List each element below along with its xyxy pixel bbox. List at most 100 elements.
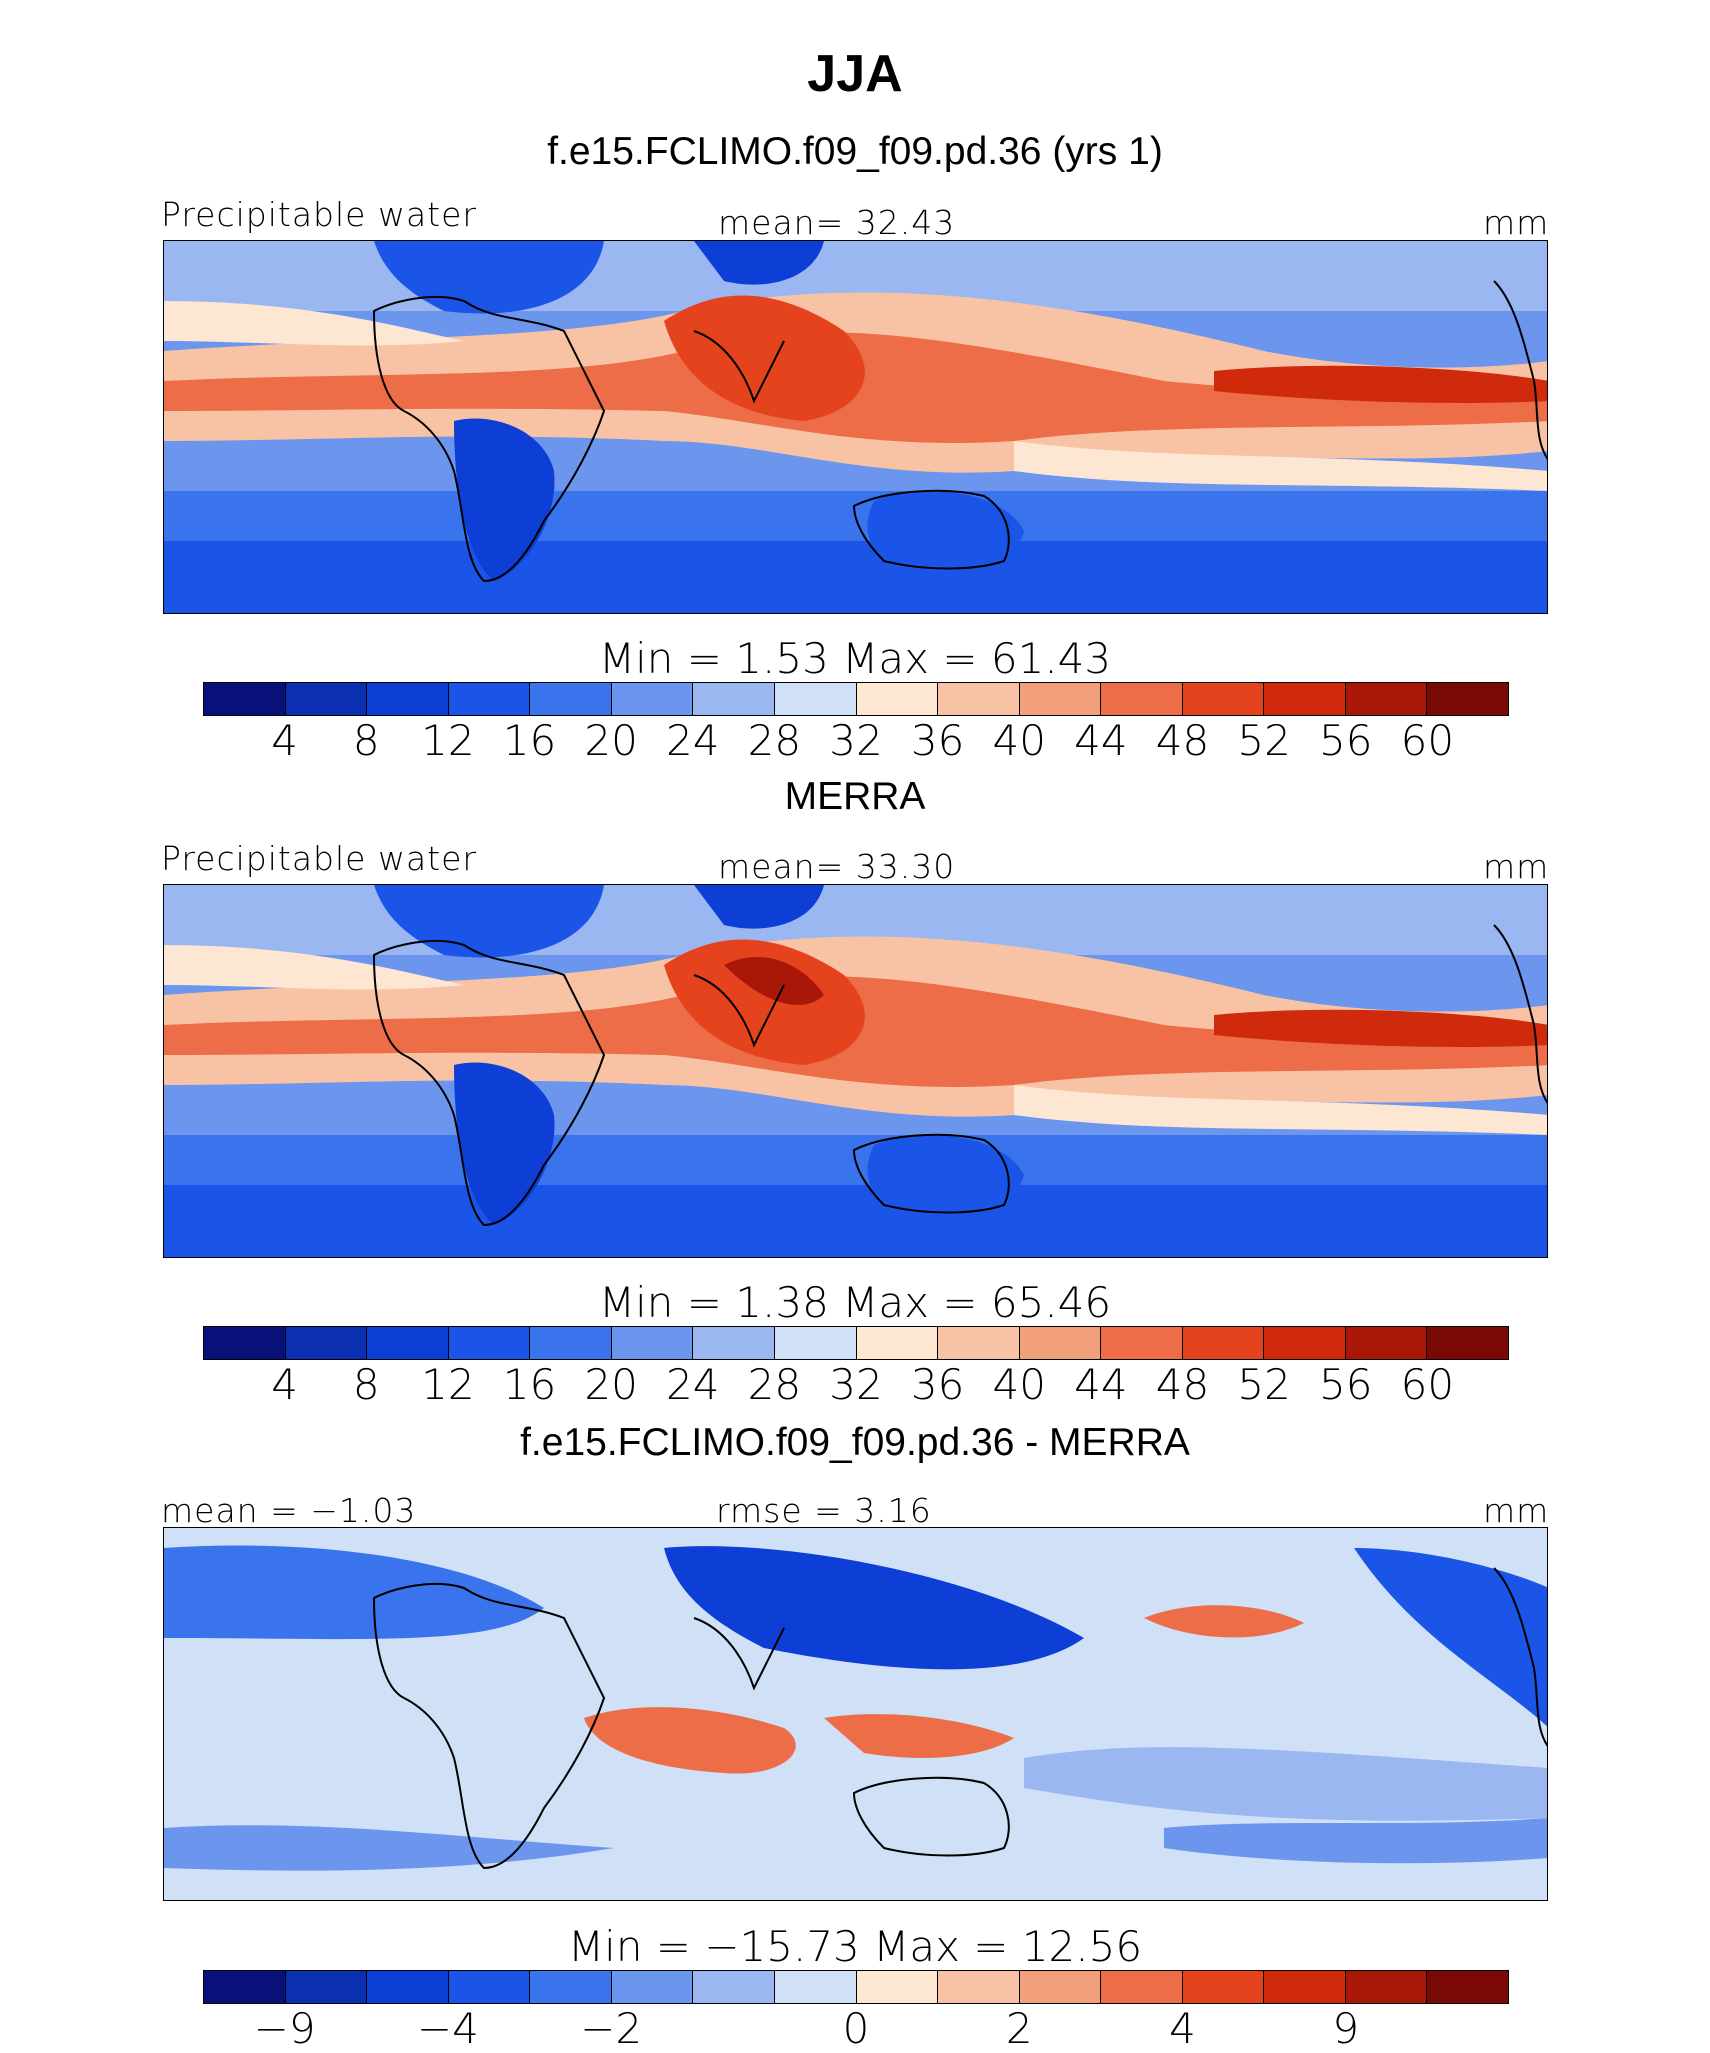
colorbar-box bbox=[856, 683, 939, 715]
colorbar-tick-label: 32 bbox=[829, 716, 883, 765]
colorbar-box bbox=[285, 683, 368, 715]
colorbar-tick-label: 8 bbox=[352, 1360, 380, 1409]
field-contour bbox=[664, 295, 865, 421]
coastline bbox=[1493, 280, 1547, 460]
field-contour bbox=[1214, 1009, 1547, 1047]
colorbar-tick-label: 12 bbox=[421, 1360, 475, 1409]
panel-3-map bbox=[163, 1527, 1548, 1901]
field-contour bbox=[164, 1545, 544, 1640]
field-contour bbox=[664, 1546, 1084, 1670]
field-contour bbox=[164, 301, 464, 346]
colorbar-box bbox=[530, 1971, 612, 2003]
colorbar-box bbox=[1427, 1971, 1508, 2003]
colorbar-box bbox=[448, 683, 531, 715]
coastline bbox=[1493, 1567, 1547, 1747]
field-contour bbox=[694, 885, 824, 929]
colorbar-box bbox=[611, 683, 694, 715]
colorbar-box bbox=[1345, 683, 1428, 715]
colorbar-tick-label: 60 bbox=[1400, 1360, 1455, 1409]
colorbar-box bbox=[1019, 1971, 1102, 2003]
colorbar-box bbox=[774, 1327, 857, 1359]
colorbar-tick-label: 48 bbox=[1155, 716, 1210, 765]
colorbar-box bbox=[367, 1971, 449, 2003]
colorbar-tick-label: 56 bbox=[1319, 1360, 1373, 1409]
colorbar-box bbox=[204, 1971, 286, 2003]
colorbar-tick-label: −9 bbox=[253, 2004, 316, 2053]
coastline bbox=[852, 1776, 1010, 1857]
colorbar-tick-label: 4 bbox=[271, 1360, 298, 1409]
coastline bbox=[372, 295, 606, 583]
coastline bbox=[1493, 924, 1547, 1104]
colorbar-tick-label: 20 bbox=[584, 716, 638, 765]
colorbar-tick-label: −2 bbox=[580, 2004, 643, 2053]
colorbar-box bbox=[938, 1971, 1020, 2003]
colorbar-box bbox=[774, 1971, 857, 2003]
field-contour bbox=[164, 1825, 614, 1871]
panel-3-colorbar bbox=[203, 1970, 1509, 2004]
colorbar-tick-label: 2 bbox=[1005, 2004, 1033, 2053]
colorbar-box bbox=[1345, 1971, 1428, 2003]
field-contour bbox=[374, 241, 604, 314]
colorbar-tick-label: 52 bbox=[1237, 716, 1291, 765]
field-contour bbox=[1354, 1548, 1547, 1727]
colorbar-box bbox=[1101, 1971, 1183, 2003]
coastline bbox=[693, 1617, 785, 1691]
coastline bbox=[372, 1582, 606, 1870]
colorbar-box bbox=[611, 1971, 694, 2003]
colorbar-tick-label: 24 bbox=[666, 1360, 720, 1409]
field-contour bbox=[164, 541, 1547, 613]
coastline bbox=[852, 1133, 1010, 1214]
colorbar-box bbox=[856, 1327, 939, 1359]
field-contour bbox=[164, 1185, 1547, 1257]
colorbar-box bbox=[367, 1327, 449, 1359]
colorbar-box bbox=[1264, 1971, 1346, 2003]
field-contour bbox=[454, 418, 555, 581]
coastline bbox=[372, 939, 606, 1227]
colorbar-box bbox=[448, 1971, 531, 2003]
colorbar-box bbox=[938, 683, 1020, 715]
colorbar-box bbox=[1264, 1327, 1346, 1359]
colorbar-tick-label: 0 bbox=[842, 2004, 870, 2053]
field-contour bbox=[1164, 1818, 1547, 1864]
colorbar-box bbox=[367, 683, 449, 715]
colorbar-box bbox=[285, 1327, 368, 1359]
colorbar-tick-label: 20 bbox=[584, 1360, 638, 1409]
coastline bbox=[693, 330, 785, 404]
panel-2-title: MERRA bbox=[784, 775, 926, 818]
colorbar-box bbox=[1101, 1327, 1183, 1359]
colorbar-box bbox=[1182, 683, 1265, 715]
colorbar-tick-label: 36 bbox=[910, 1360, 965, 1409]
colorbar-box bbox=[856, 1971, 939, 2003]
panel-2-colorbar bbox=[203, 1326, 1509, 1360]
colorbar-box bbox=[1182, 1971, 1265, 2003]
colorbar-box bbox=[1427, 683, 1508, 715]
colorbar-box bbox=[530, 1327, 612, 1359]
colorbar-tick-label: 28 bbox=[747, 716, 802, 765]
colorbar-box bbox=[204, 683, 286, 715]
coastline bbox=[693, 974, 785, 1048]
colorbar-tick-label: 60 bbox=[1400, 716, 1455, 765]
colorbar-tick-label: 4 bbox=[271, 716, 298, 765]
colorbar-tick-label: 12 bbox=[421, 716, 475, 765]
colorbar-box bbox=[1182, 1327, 1265, 1359]
colorbar-box bbox=[1101, 683, 1183, 715]
field-contour bbox=[694, 241, 824, 285]
field-contour bbox=[664, 939, 865, 1065]
coastline bbox=[852, 489, 1010, 570]
panel-2-map bbox=[163, 884, 1548, 1258]
panel-1-units-label: mm bbox=[1483, 203, 1550, 242]
field-contour bbox=[1014, 441, 1547, 491]
field-contour bbox=[1144, 1605, 1304, 1638]
colorbar-tick-label: 56 bbox=[1319, 716, 1373, 765]
colorbar-tick-label: 40 bbox=[992, 1360, 1046, 1409]
colorbar-tick-label: −4 bbox=[416, 2004, 479, 2053]
colorbar-tick-label: 44 bbox=[1074, 1360, 1128, 1409]
colorbar-box bbox=[204, 1327, 286, 1359]
colorbar-box bbox=[1264, 683, 1346, 715]
panel-1-colorbar bbox=[203, 682, 1509, 716]
colorbar-tick-label: 24 bbox=[666, 716, 720, 765]
colorbar-tick-label: 32 bbox=[829, 1360, 883, 1409]
colorbar-box bbox=[530, 683, 612, 715]
panel-3-minmax: Min = −15.73 Max = 12.56 bbox=[567, 1922, 1143, 1971]
panel-1-variable-label: Precipitable water bbox=[161, 195, 477, 234]
